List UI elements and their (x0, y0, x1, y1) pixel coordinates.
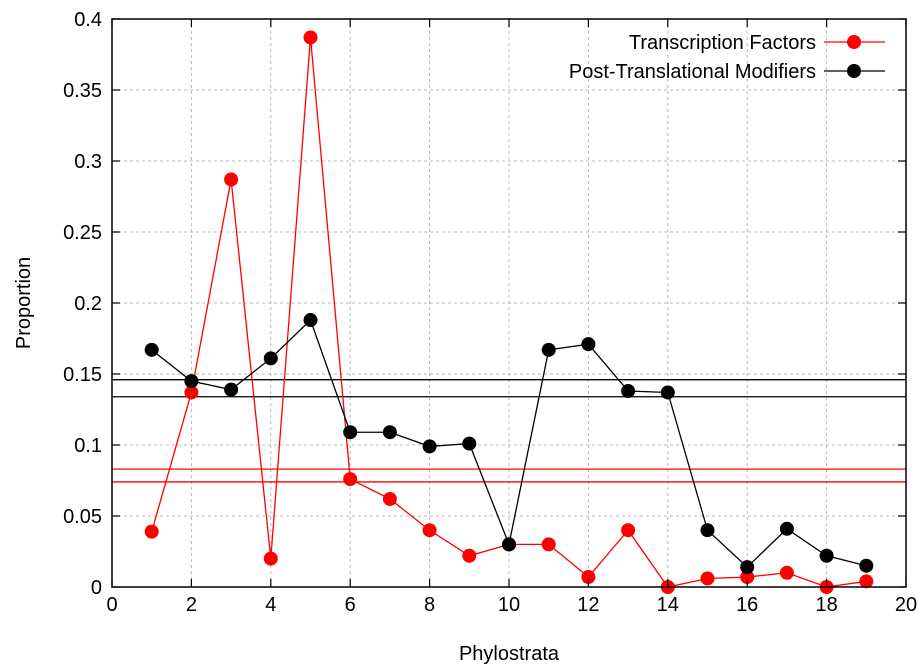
x-axis-label: Phylostrata (459, 643, 560, 665)
y-tick-label-7: 0.35 (63, 80, 102, 102)
x-tick-label-9: 18 (815, 594, 837, 616)
series-0 (144, 30, 874, 594)
data-point-1-1 (184, 374, 199, 389)
y-tick-label-6: 0.3 (74, 151, 102, 173)
x-tick-label-1: 2 (186, 594, 197, 616)
data-point-1-14 (700, 523, 715, 538)
data-point-1-8 (462, 436, 477, 451)
data-point-0-18 (859, 574, 874, 589)
data-point-0-14 (700, 571, 715, 586)
data-point-1-16 (779, 521, 794, 536)
data-point-0-16 (779, 565, 794, 580)
y-tick-label-8: 0.4 (74, 9, 102, 31)
x-tick-label-2: 4 (265, 594, 276, 616)
data-point-1-6 (382, 425, 397, 440)
legend-marker-transcription-factors (847, 35, 861, 49)
legend-label-transcription-factors: Transcription Factors (629, 32, 816, 54)
grid (112, 19, 906, 587)
data-point-1-13 (660, 385, 675, 400)
data-point-1-3 (263, 351, 278, 366)
y-tick-label-0: 0 (91, 577, 102, 599)
x-tick-label-3: 6 (345, 594, 356, 616)
series-1 (144, 313, 874, 575)
series-layer (144, 30, 874, 594)
data-point-1-7 (422, 439, 437, 454)
legend-label-post-translational-modifiers: Post-Translational Modifiers (569, 61, 816, 83)
x-tick-label-7: 14 (657, 594, 679, 616)
data-point-0-10 (541, 537, 556, 552)
legend: Transcription Factors Post-Translational… (569, 32, 885, 83)
y-tick-label-5: 0.25 (63, 222, 102, 244)
x-tick-label-5: 10 (498, 594, 520, 616)
data-point-1-11 (581, 337, 596, 352)
data-point-0-15 (740, 570, 755, 585)
data-point-0-6 (382, 491, 397, 506)
data-point-0-1 (184, 385, 199, 400)
legend-marker-post-translational-modifiers (847, 64, 861, 78)
y-tick-label-4: 0.2 (74, 293, 102, 315)
data-point-1-2 (224, 382, 239, 397)
y-tick-label-2: 0.1 (74, 435, 102, 457)
data-point-0-0 (144, 524, 159, 539)
data-point-1-9 (502, 537, 516, 552)
data-point-1-10 (541, 342, 556, 357)
data-point-0-5 (343, 472, 358, 487)
data-point-0-11 (581, 570, 596, 585)
y-tick-label-1: 0.05 (63, 506, 102, 528)
data-point-0-3 (263, 551, 278, 566)
x-tick-label-6: 12 (577, 594, 599, 616)
y-axis-label: Proportion (13, 257, 35, 349)
data-point-1-0 (144, 342, 159, 357)
data-point-0-8 (462, 548, 477, 563)
y-tick-label-3: 0.15 (63, 364, 102, 386)
data-point-0-7 (422, 523, 437, 538)
axis-ticks: 0 2 4 6 8 10 12 14 16 18 20 0 0.05 0.1 0.15 0.2 0.25 0.3 0… (63, 9, 917, 616)
x-tick-label-0: 0 (106, 594, 117, 616)
data-point-0-4 (303, 30, 318, 45)
x-tick-label-8: 16 (736, 594, 758, 616)
x-tick-label-4: 8 (424, 594, 435, 616)
data-point-1-4 (303, 313, 318, 328)
data-point-1-12 (621, 384, 636, 399)
x-tick-label-10: 20 (895, 594, 917, 616)
data-point-1-15 (740, 560, 755, 575)
data-point-1-17 (819, 548, 834, 563)
data-point-1-18 (859, 558, 874, 573)
data-point-1-5 (343, 425, 358, 440)
data-point-0-2 (224, 172, 239, 187)
data-point-0-12 (621, 523, 636, 538)
series-line-0 (151, 37, 867, 588)
